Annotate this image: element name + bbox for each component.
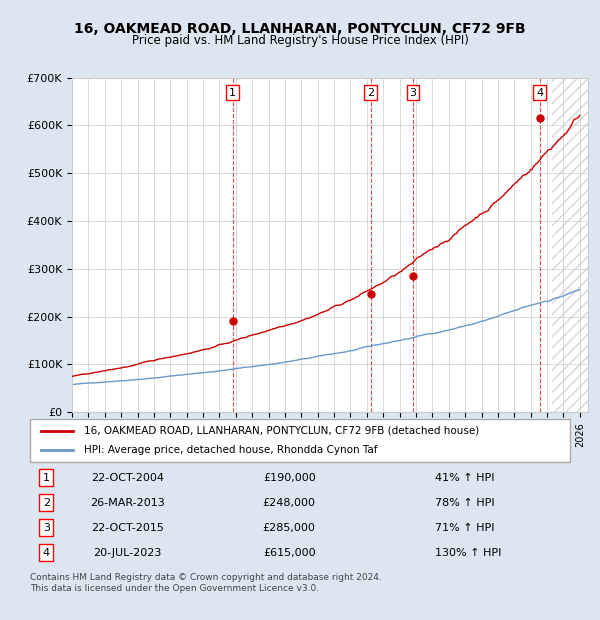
Text: 2: 2 [43, 498, 50, 508]
Text: 22-OCT-2015: 22-OCT-2015 [91, 523, 164, 533]
Text: 71% ↑ HPI: 71% ↑ HPI [435, 523, 494, 533]
Text: 4: 4 [43, 547, 50, 558]
Point [408, 271, 418, 281]
FancyBboxPatch shape [30, 418, 570, 462]
Text: £615,000: £615,000 [263, 547, 316, 558]
Point [228, 316, 238, 326]
Point [366, 289, 376, 299]
Text: £190,000: £190,000 [263, 472, 316, 482]
Text: 3: 3 [409, 87, 416, 97]
Text: £285,000: £285,000 [263, 523, 316, 533]
Text: Contains HM Land Registry data © Crown copyright and database right 2024.
This d: Contains HM Land Registry data © Crown c… [30, 574, 382, 593]
Text: Price paid vs. HM Land Registry's House Price Index (HPI): Price paid vs. HM Land Registry's House … [131, 34, 469, 47]
Text: 78% ↑ HPI: 78% ↑ HPI [435, 498, 494, 508]
Text: 4: 4 [536, 87, 543, 97]
Text: £248,000: £248,000 [263, 498, 316, 508]
Text: 41% ↑ HPI: 41% ↑ HPI [435, 472, 494, 482]
Text: 16, OAKMEAD ROAD, LLANHARAN, PONTYCLUN, CF72 9FB: 16, OAKMEAD ROAD, LLANHARAN, PONTYCLUN, … [74, 22, 526, 36]
Bar [552, 78, 588, 412]
Text: 16, OAKMEAD ROAD, LLANHARAN, PONTYCLUN, CF72 9FB (detached house): 16, OAKMEAD ROAD, LLANHARAN, PONTYCLUN, … [84, 426, 479, 436]
Text: 3: 3 [43, 523, 50, 533]
Text: 2: 2 [367, 87, 374, 97]
Text: 1: 1 [229, 87, 236, 97]
Point [535, 113, 544, 123]
Text: 22-OCT-2004: 22-OCT-2004 [91, 472, 164, 482]
Text: 26-MAR-2013: 26-MAR-2013 [90, 498, 164, 508]
Text: 20-JUL-2023: 20-JUL-2023 [93, 547, 161, 558]
Text: 130% ↑ HPI: 130% ↑ HPI [435, 547, 502, 558]
Text: HPI: Average price, detached house, Rhondda Cynon Taf: HPI: Average price, detached house, Rhon… [84, 445, 377, 454]
Text: 1: 1 [43, 472, 50, 482]
